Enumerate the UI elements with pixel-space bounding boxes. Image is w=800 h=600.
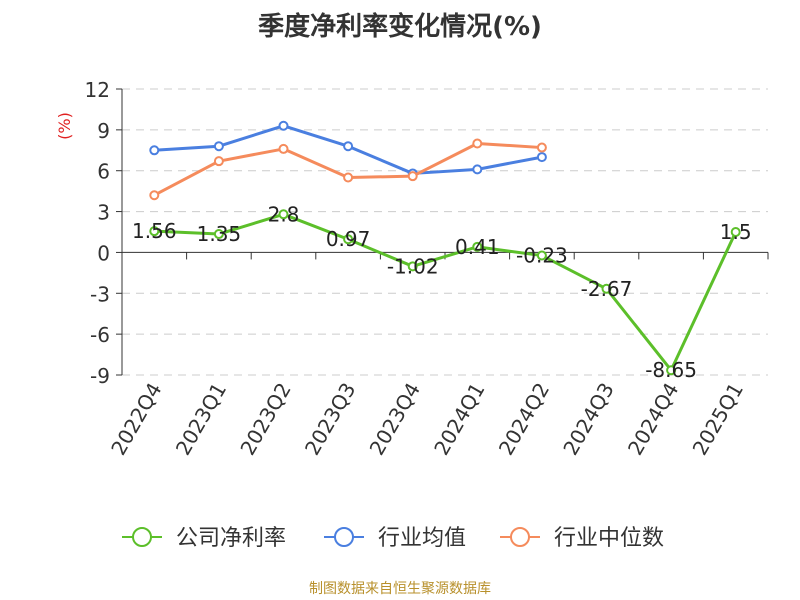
x-tick-label: 2024Q3 (558, 379, 618, 460)
x-tick-label: 2023Q4 (365, 379, 425, 460)
data-point (536, 152, 547, 163)
legend-marker (334, 527, 354, 547)
y-tick-label: 6 (97, 160, 110, 184)
legend-label: 行业均值 (378, 526, 466, 551)
data-point (407, 171, 418, 182)
y-tick-label: -6 (90, 323, 110, 347)
y-axis-label: (%) (55, 112, 74, 140)
data-point (472, 164, 483, 175)
data-label: 2.8 (268, 202, 300, 226)
data-point (278, 209, 289, 220)
data-point (601, 283, 612, 294)
data-label: 0.41 (455, 235, 500, 259)
data-label: -1.02 (387, 254, 439, 278)
data-point (213, 156, 224, 167)
data-point (472, 138, 483, 149)
data-label: 1.56 (132, 219, 177, 243)
y-tick-label: -9 (90, 364, 110, 388)
data-point (472, 241, 483, 252)
data-point (536, 142, 547, 153)
data-label: 1.35 (197, 222, 242, 246)
legend-marker (510, 527, 530, 547)
data-point (536, 250, 547, 261)
legend-label: 公司净利率 (176, 526, 286, 551)
x-tick-label: 2024Q1 (429, 379, 489, 460)
data-label: -0.23 (516, 244, 568, 268)
data-point (213, 229, 224, 240)
source-note: 制图数据来自恒生聚源数据库 (309, 581, 491, 597)
x-tick-label: 2022Q4 (106, 379, 166, 460)
x-tick-label: 2023Q2 (235, 379, 295, 460)
x-tick-label: 2023Q1 (171, 379, 231, 460)
data-point (278, 120, 289, 131)
y-tick-label: 3 (97, 201, 110, 225)
data-point (149, 226, 160, 237)
data-label: 0.97 (326, 227, 371, 251)
data-point (730, 227, 741, 237)
y-tick-label: 12 (85, 78, 110, 102)
data-point (407, 261, 418, 272)
legend-label: 行业中位数 (554, 526, 664, 551)
data-point (149, 190, 160, 201)
data-point (149, 145, 160, 156)
data-point (343, 141, 354, 152)
data-point (343, 234, 354, 245)
chart-title: 季度净利率变化情况(%) (258, 12, 542, 42)
data-label: -8.65 (645, 358, 697, 382)
legend-marker (132, 527, 152, 547)
x-tick-label: 2024Q2 (494, 379, 554, 460)
x-tick-label: 2024Q4 (623, 379, 683, 460)
data-label: -2.67 (581, 277, 633, 301)
y-tick-label: 9 (97, 119, 110, 143)
data-point (666, 365, 677, 376)
data-label: 1.5 (720, 220, 752, 244)
series-line (154, 212, 738, 372)
data-point (213, 141, 224, 152)
y-tick-label: 0 (97, 241, 110, 265)
y-tick-label: -3 (90, 282, 110, 306)
data-point (343, 172, 354, 183)
x-tick-label: 2023Q3 (300, 379, 360, 460)
data-point (278, 143, 289, 154)
x-tick-label: 2025Q1 (688, 379, 748, 460)
